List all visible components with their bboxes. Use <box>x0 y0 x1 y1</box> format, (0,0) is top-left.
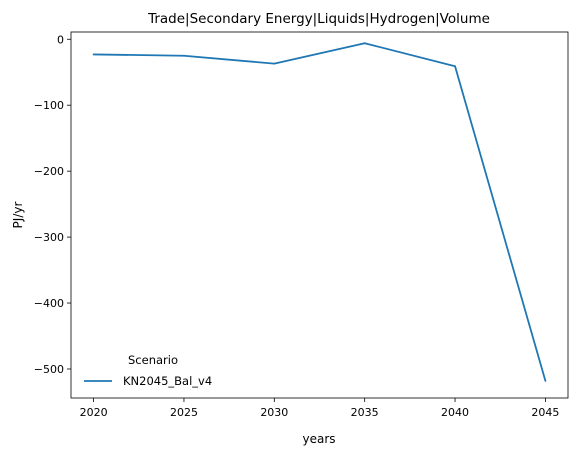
data-point <box>92 53 95 56</box>
x-tick-label: 2025 <box>170 406 198 419</box>
y-tick-label: −200 <box>34 165 64 178</box>
y-axis: 0 −100 −200 −300 −400 −500 <box>34 33 71 376</box>
legend: Scenario KN2045_Bal_v4 <box>84 353 212 388</box>
data-point <box>454 65 456 68</box>
x-tick-label: 2040 <box>441 406 469 419</box>
y-tick-label: −100 <box>34 99 64 112</box>
legend-title: Scenario <box>128 353 178 367</box>
plot-frame <box>70 31 569 399</box>
y-tick-label: 0 <box>57 33 64 46</box>
x-tick-label: 2030 <box>260 406 288 419</box>
legend-entry-label: KN2045_Bal_v4 <box>123 374 212 388</box>
y-tick-label: −400 <box>34 297 64 310</box>
x-tick-label: 2035 <box>351 406 379 419</box>
y-axis-label: PJ/yr <box>11 202 25 229</box>
x-tick-label: 2020 <box>80 406 108 419</box>
y-tick-label: −500 <box>34 363 64 376</box>
x-axis-label: years <box>302 432 335 446</box>
data-point <box>544 379 547 382</box>
x-axis: 2020 2025 2030 2035 2040 2045 <box>80 398 559 419</box>
y-tick-label: −300 <box>34 231 64 244</box>
series-line-0 <box>93 42 547 382</box>
x-tick-label: 2045 <box>531 406 559 419</box>
data-point <box>363 42 366 45</box>
series-layer <box>92 42 547 382</box>
chart-title: Trade|Secondary Energy|Liquids|Hydrogen|… <box>147 11 490 27</box>
data-point <box>183 54 185 57</box>
data-point <box>273 62 276 65</box>
plot-area <box>70 31 569 399</box>
